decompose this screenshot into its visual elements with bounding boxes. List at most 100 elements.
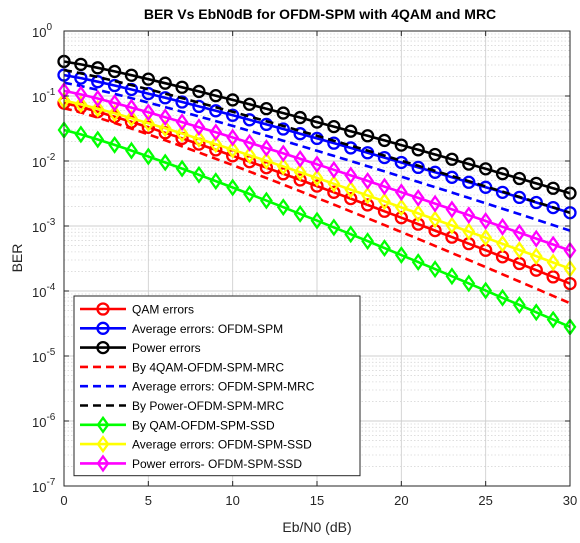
series <box>57 81 577 260</box>
data-point <box>158 119 172 138</box>
data-point <box>276 157 290 176</box>
series <box>57 91 577 278</box>
data-point <box>108 104 122 123</box>
data-point <box>327 136 341 150</box>
legend-item: Average errors: OFDM-SPM-SSD <box>80 435 312 454</box>
data-point <box>377 150 392 165</box>
data-point <box>411 188 425 207</box>
data-point <box>479 212 493 230</box>
legend-item: By 4QAM-OFDM-SPM-MRC <box>80 360 284 374</box>
data-point <box>479 162 493 176</box>
series <box>63 81 571 232</box>
data-point <box>108 93 122 112</box>
data-point <box>327 160 341 179</box>
data-point <box>141 147 155 166</box>
series-line <box>63 81 571 232</box>
y-tick-base: 10 <box>32 155 46 170</box>
series-line <box>63 60 571 195</box>
data-point <box>107 78 122 93</box>
data-point <box>529 247 543 266</box>
data-point <box>226 178 240 197</box>
data-point <box>512 171 527 186</box>
y-tick-label: 10-1 <box>32 87 56 105</box>
y-tick-label: 100 <box>32 22 52 40</box>
data-point <box>276 122 290 136</box>
data-point <box>361 232 375 251</box>
data-point <box>175 124 189 143</box>
x-tick-label: 30 <box>563 493 577 508</box>
data-point <box>361 171 375 190</box>
data-point <box>546 253 560 272</box>
data-point <box>243 146 256 165</box>
data-point <box>226 108 240 122</box>
legend-item: Average errors: OFDM-SPM-MRC <box>80 380 315 394</box>
data-point <box>293 110 307 125</box>
legend-item: By Power-OFDM-SPM-MRC <box>80 399 284 413</box>
data-point <box>394 138 408 152</box>
data-point <box>462 274 476 293</box>
y-tick-base: 10 <box>32 285 46 300</box>
data-point <box>259 102 274 116</box>
data-point <box>462 175 476 189</box>
data-point <box>276 106 290 120</box>
data-point <box>496 234 509 253</box>
y-tick-base: 10 <box>32 220 46 235</box>
data-point <box>445 216 459 235</box>
x-tick-label: 10 <box>225 493 239 508</box>
data-point <box>124 68 139 82</box>
data-point <box>411 143 425 157</box>
data-point <box>259 161 274 175</box>
data-point <box>394 211 408 225</box>
legend-label: Average errors: OFDM-SPM-SSD <box>132 438 312 452</box>
data-point <box>276 167 290 181</box>
data-point <box>512 296 526 314</box>
series-layer <box>57 54 577 336</box>
data-point <box>125 109 138 128</box>
data-point <box>158 108 172 127</box>
y-axis-label: BER <box>9 244 25 273</box>
legend-label: By Power-OFDM-SPM-MRC <box>132 399 284 413</box>
data-point <box>344 180 358 199</box>
data-point <box>141 103 155 122</box>
data-point <box>377 133 392 148</box>
data-point <box>310 115 324 129</box>
data-point <box>209 104 223 118</box>
data-point <box>411 253 425 272</box>
data-point <box>192 84 206 99</box>
series-line <box>63 68 571 214</box>
data-point <box>293 163 307 182</box>
x-tick-label: 25 <box>478 493 492 508</box>
data-point <box>158 91 172 105</box>
chart-title: BER Vs EbN0dB for OFDM-SPM with 4QAM and… <box>144 6 496 22</box>
data-point <box>141 86 155 101</box>
data-point <box>462 157 476 171</box>
data-point <box>310 179 324 193</box>
data-point <box>529 176 543 191</box>
y-tick-base: 10 <box>32 480 46 495</box>
legend: QAM errors Average errors: OFDM-SPM Power … <box>73 295 361 477</box>
data-point <box>158 153 172 172</box>
data-point <box>344 191 358 206</box>
data-point <box>192 118 206 137</box>
legend-item: Average errors: OFDM-SPM <box>80 321 283 336</box>
data-point <box>209 89 223 103</box>
data-point <box>479 228 493 247</box>
data-point <box>259 191 273 210</box>
data-point <box>512 223 526 242</box>
legend-label: By QAM-OFDM-SPM-SSD <box>132 418 275 432</box>
x-tick-label: 15 <box>310 493 324 508</box>
data-point <box>394 198 408 217</box>
legend-marker <box>96 454 110 473</box>
data-point <box>226 93 240 107</box>
data-point <box>175 159 189 178</box>
data-point <box>243 185 256 203</box>
data-point <box>276 144 290 163</box>
data-point <box>512 190 527 205</box>
data-point <box>428 147 442 162</box>
data-point <box>546 310 560 329</box>
legend-item: By QAM-OFDM-SPM-SSD <box>80 415 275 434</box>
y-tick-label: 10-4 <box>32 282 56 300</box>
data-point <box>394 183 408 202</box>
x-tick-label: 20 <box>394 493 408 508</box>
data-point <box>74 85 88 104</box>
